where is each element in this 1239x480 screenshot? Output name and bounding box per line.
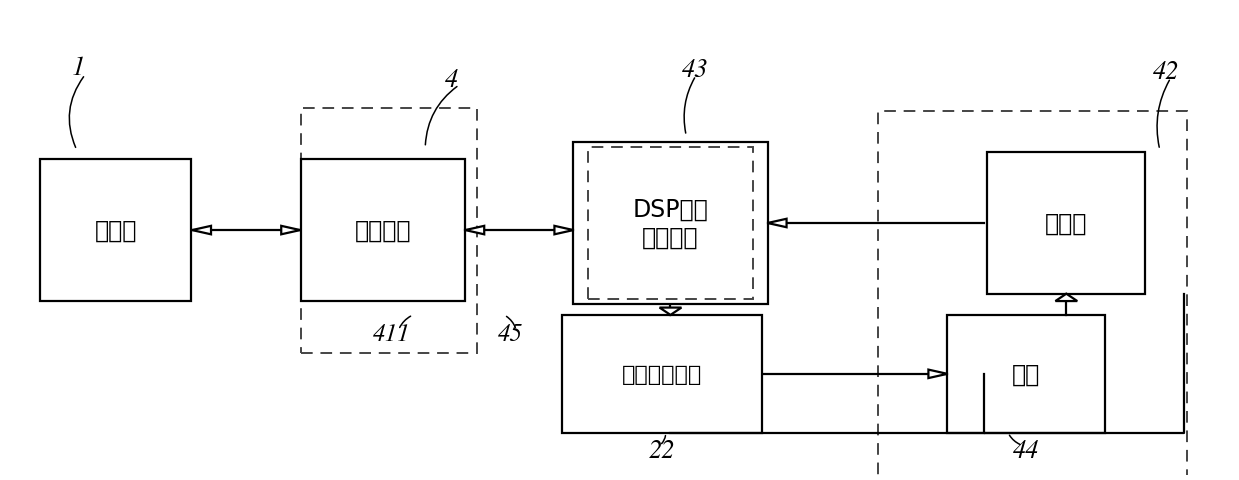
- Polygon shape: [659, 308, 681, 315]
- Bar: [877, 112, 1187, 480]
- Bar: [589, 148, 753, 299]
- Text: 43: 43: [681, 59, 707, 83]
- Polygon shape: [466, 227, 484, 235]
- Text: 麦克风: 麦克风: [1046, 212, 1088, 236]
- Text: DSP芯片
集成电路: DSP芯片 集成电路: [633, 198, 709, 250]
- Text: 1: 1: [72, 56, 84, 81]
- Bar: [987, 153, 1145, 294]
- Text: 数据端口: 数据端口: [354, 218, 411, 242]
- Bar: [301, 160, 465, 301]
- Bar: [948, 315, 1105, 433]
- Text: 薄膜: 薄膜: [1012, 362, 1041, 386]
- Text: 45: 45: [498, 323, 523, 345]
- Bar: [40, 160, 192, 301]
- Bar: [301, 108, 477, 353]
- Polygon shape: [554, 227, 574, 235]
- Polygon shape: [1056, 294, 1077, 301]
- Text: 计算机: 计算机: [94, 218, 136, 242]
- Text: 42: 42: [1152, 60, 1180, 85]
- Bar: [561, 315, 762, 433]
- Text: 22: 22: [649, 438, 675, 463]
- Polygon shape: [281, 227, 300, 235]
- Polygon shape: [928, 370, 948, 378]
- Text: 44: 44: [1014, 438, 1040, 463]
- Text: 4: 4: [445, 68, 458, 92]
- Text: 声音播放装置: 声音播放装置: [622, 364, 703, 384]
- Polygon shape: [768, 219, 787, 228]
- Bar: [574, 143, 768, 305]
- Text: 411: 411: [373, 323, 410, 345]
- Polygon shape: [192, 227, 211, 235]
